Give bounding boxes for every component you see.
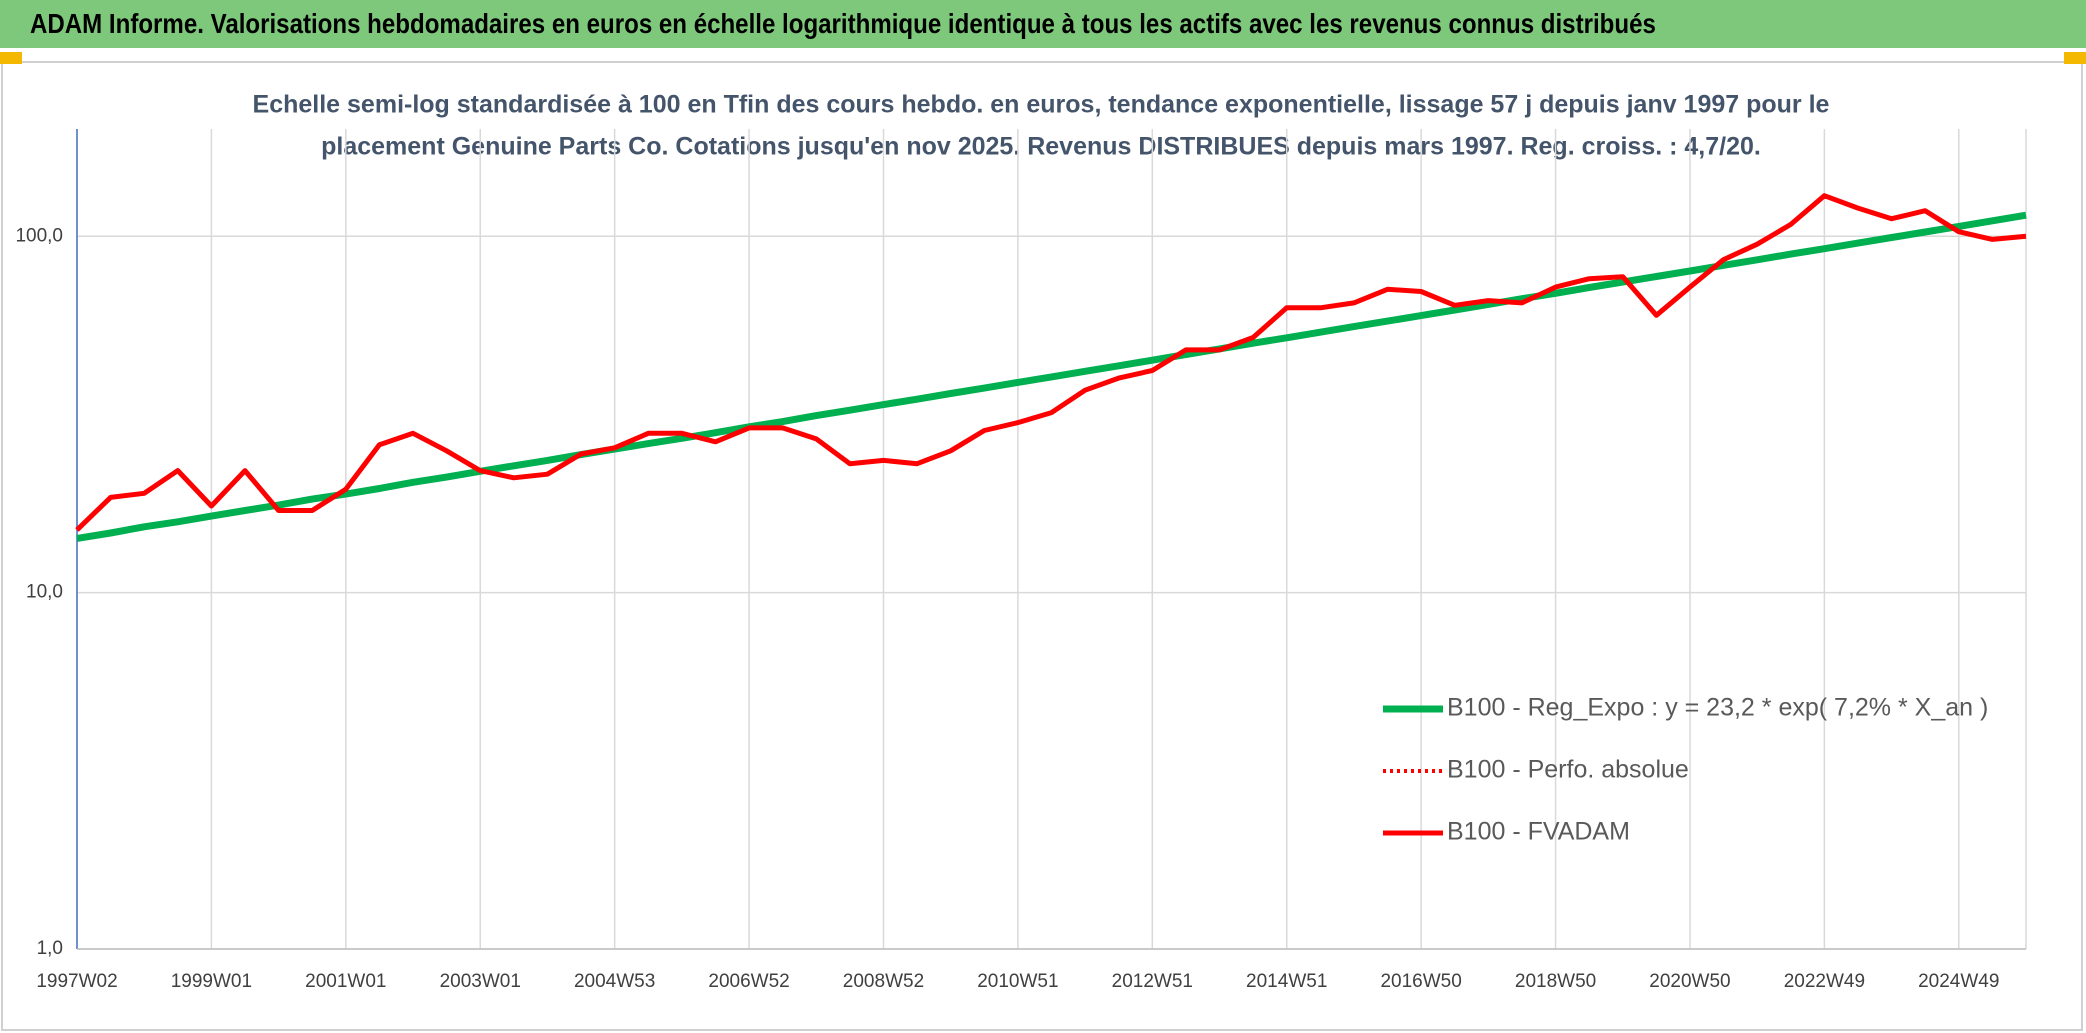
x-tick-label: 2024W49	[1918, 971, 1999, 992]
x-tick-label: 2008W52	[843, 971, 924, 992]
chart-subtitle: Echelle semi-log standardisée à 100 en T…	[253, 91, 1830, 119]
x-tick-label: 2004W53	[574, 971, 655, 992]
y-tick-label: 10,0	[26, 582, 63, 603]
x-tick-label: 2003W01	[440, 971, 521, 992]
y-tick-label: 1,0	[37, 938, 63, 959]
x-tick-label: 2001W01	[305, 971, 386, 992]
x-tick-label: 2022W49	[1784, 971, 1865, 992]
corner	[0, 52, 22, 64]
legend-label: B100 - Perfo. absolue	[1447, 756, 1689, 784]
series-line	[75, 193, 2027, 532]
x-tick-label: 2014W51	[1246, 971, 1327, 992]
y-tick-label: 100,0	[15, 225, 63, 246]
chart-frame	[1, 61, 2083, 1031]
x-tick-label: 2010W51	[977, 971, 1058, 992]
x-tick-label: 2016W50	[1380, 971, 1461, 992]
x-tick-label: 2012W51	[1112, 971, 1193, 992]
header: ADAM Informe. Valorisations hebdomadaire…	[0, 0, 2086, 48]
legend-label: B100 - FVADAM	[1447, 818, 1630, 846]
series-line	[75, 193, 2027, 532]
x-tick-label: 1999W01	[171, 971, 252, 992]
x-tick-label: 2018W50	[1515, 971, 1596, 992]
x-tick-label: 1997W02	[36, 971, 117, 992]
legend-label: B100 - Reg_Expo : y = 23,2 * exp( 7,2% *…	[1447, 694, 1988, 722]
x-tick-label: 2006W52	[708, 971, 789, 992]
header-title: ADAM Informe. Valorisations hebdomadaire…	[30, 8, 1656, 39]
series-line	[76, 211, 2027, 542]
chart-subtitle: placement Genuine Parts Co. Cotations ju…	[321, 133, 1761, 161]
corner	[2064, 52, 2086, 64]
x-tick-label: 2020W50	[1649, 971, 1730, 992]
